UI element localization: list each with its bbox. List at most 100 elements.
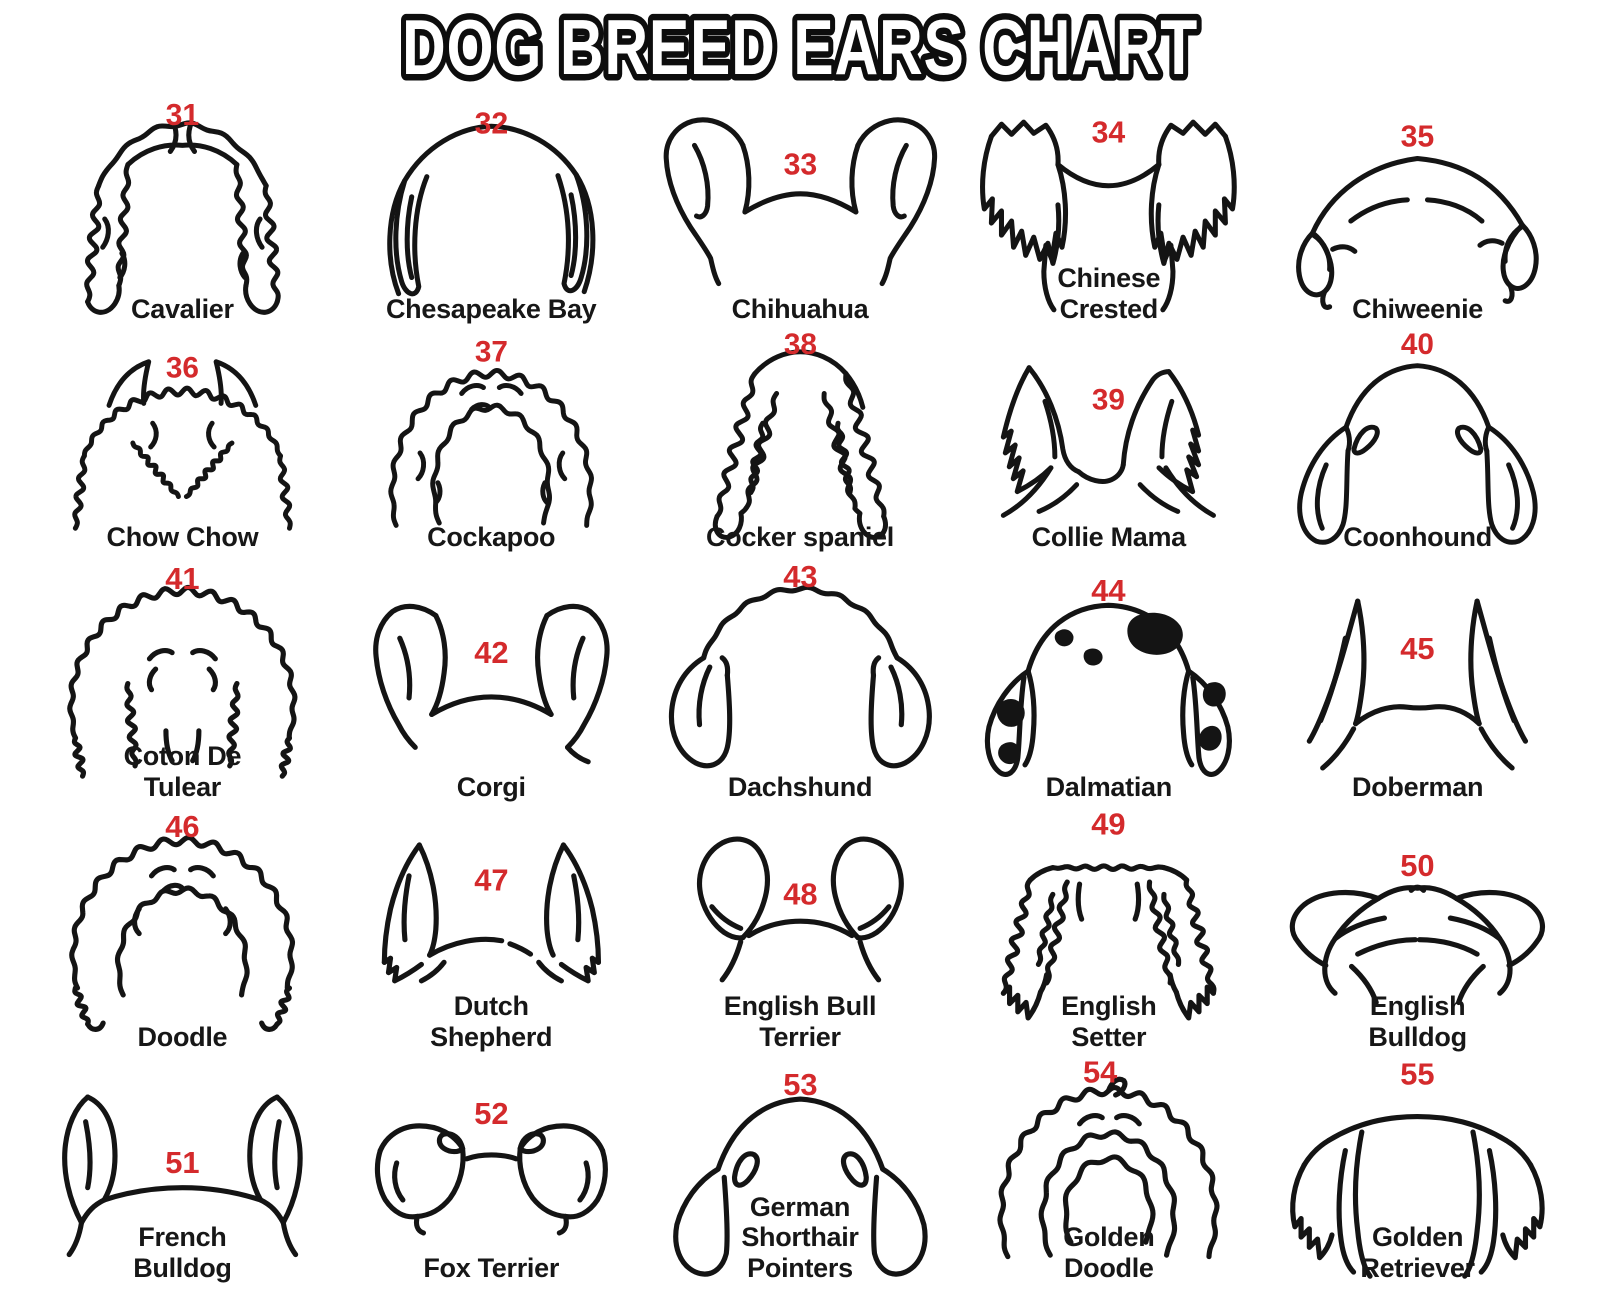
doodle-outline xyxy=(131,906,142,937)
breed-cell-cocker-spaniel: 38 Cocker spaniel xyxy=(646,328,955,560)
coton-de-tulear-outline xyxy=(146,666,159,693)
doodle-outline xyxy=(114,885,250,998)
english-setter-outline xyxy=(1147,879,1174,986)
breed-number: 50 xyxy=(1400,848,1434,883)
english-bulldog-ears-drawing: 50 xyxy=(1289,848,1546,1006)
breed-cell-dachshund: 43 Dachshund xyxy=(646,559,955,810)
chiweenie-outline xyxy=(1425,197,1485,224)
french-bulldog-outline xyxy=(66,1220,85,1258)
chow-chow-outline xyxy=(106,359,152,408)
dutch-shepherd-outline xyxy=(401,873,412,943)
dalmatian-spot xyxy=(1084,648,1103,666)
cockapoo-outline xyxy=(496,383,524,396)
chow-chow-outline xyxy=(206,420,217,450)
english-bulldog-outline xyxy=(1349,963,1379,1006)
breed-name: English Setter xyxy=(1061,991,1157,1052)
cocker-spaniel-outline xyxy=(714,371,757,519)
dalmatian-spot xyxy=(1199,725,1223,751)
english-bull-terrier-outline xyxy=(696,836,770,941)
breed-name: Coton De Tulear xyxy=(123,741,242,802)
dutch-shepherd-outline xyxy=(560,842,601,965)
breed-number: 39 xyxy=(1092,383,1125,416)
doodle-outline xyxy=(223,906,233,937)
fox-terrier-outline xyxy=(377,1123,465,1154)
doodle-outline xyxy=(72,985,91,1027)
breed-number: 52 xyxy=(474,1096,508,1131)
doberman-outline xyxy=(1478,726,1515,771)
dutch-shepherd-outline xyxy=(381,842,422,965)
dalmatian-outline xyxy=(1022,668,1038,768)
coonhound-outline xyxy=(1343,363,1492,430)
doberman-ears-drawing: 45 xyxy=(1306,598,1529,771)
english-setter-outline xyxy=(1161,891,1182,967)
breed-name: Chow Chow xyxy=(106,521,259,552)
golden-retriever-outline xyxy=(1290,1162,1335,1261)
english-bull-terrier-ears-drawing: 48 xyxy=(696,836,904,983)
cockapoo-outline xyxy=(556,450,568,482)
breed-number: 48 xyxy=(783,877,817,912)
breed-cell-german-shorthair-pointers: 53 German Shorthair Pointers xyxy=(646,1060,955,1307)
dachshund-outline xyxy=(719,655,730,678)
doberman-outline xyxy=(1320,726,1357,771)
chow-chow-outline xyxy=(277,453,293,531)
breed-name: Golden Retriever xyxy=(1360,1222,1475,1283)
cavalier-outline xyxy=(115,162,132,289)
dachshund-ears-drawing: 43 xyxy=(668,559,932,769)
english-setter-outline xyxy=(1044,879,1071,986)
fox-terrier-outline xyxy=(556,1213,569,1236)
fox-terrier-outline xyxy=(414,1145,466,1220)
chihuahua-ears-drawing: 33 xyxy=(663,117,937,287)
breed-cell-cockapoo: 37 Cockapoo xyxy=(337,332,646,560)
breed-number: 45 xyxy=(1400,631,1434,666)
corgi-outline xyxy=(428,694,554,717)
coonhound-outline xyxy=(1315,462,1329,531)
cockapoo-outline xyxy=(388,367,594,528)
cavalier-outline xyxy=(84,183,103,305)
coonhound-outline xyxy=(1297,424,1351,545)
chinese-crested-outline xyxy=(1055,162,1162,189)
english-bulldog-outline xyxy=(1417,937,1480,957)
breed-cell-dalmatian: 44 Dalmatian xyxy=(954,560,1263,810)
german-shorthair-pointers-outline xyxy=(870,1166,928,1277)
dalmatian-outline xyxy=(1180,668,1195,768)
cocker-spaniel-outline xyxy=(751,349,865,410)
english-bull-terrier-outline xyxy=(708,904,743,931)
collie-mama-outline xyxy=(1001,465,1054,518)
chesapeake-bay-outline xyxy=(404,194,415,281)
chinese-crested-outline xyxy=(1156,119,1229,168)
breed-cell-english-bull-terrier: 48 English Bull Terrier xyxy=(646,810,955,1060)
breed-cell-golden-doodle: 54 Golden Doodle xyxy=(954,1055,1263,1307)
collie-mama-outline xyxy=(1076,462,1127,484)
breed-cell-golden-retriever: 55 Golden Retriever xyxy=(1263,1057,1572,1307)
cavalier-outline xyxy=(167,122,179,154)
french-bulldog-outline xyxy=(101,1185,264,1203)
dachshund-outline xyxy=(700,584,900,661)
chiweenie-outline xyxy=(1502,224,1525,264)
fox-terrier-outline xyxy=(562,1148,608,1220)
cavalier-outline xyxy=(186,122,198,154)
collie-mama-outline xyxy=(1036,482,1080,514)
dutch-shepherd-outline xyxy=(381,955,424,984)
breed-cell-coonhound: 40 Coonhound xyxy=(1263,328,1572,560)
cockapoo-ears-drawing: 37 xyxy=(388,336,594,528)
cockapoo-outline xyxy=(468,402,492,412)
cocker-spaniel-outline xyxy=(747,420,765,496)
doberman-outline xyxy=(1353,704,1482,727)
collie-mama-ears-drawing: 39 xyxy=(1001,365,1217,518)
golden-retriever-outline xyxy=(1336,1148,1357,1275)
dalmatian-spot xyxy=(1203,682,1227,707)
cavalier-outline xyxy=(100,216,111,250)
doberman-outline xyxy=(1487,635,1517,724)
coonhound-outline xyxy=(1506,462,1521,531)
breed-cell-english-setter: 49 English Setter xyxy=(954,807,1263,1060)
chow-chow-outline xyxy=(213,359,259,408)
breed-name: Golden Doodle xyxy=(1063,1222,1155,1283)
english-setter-outline xyxy=(1001,984,1044,1021)
cockapoo-outline xyxy=(430,402,552,526)
cockapoo-outline xyxy=(458,383,486,396)
german-shorthair-pointers-outline xyxy=(672,1166,730,1277)
chihuahua-outline xyxy=(848,142,861,215)
chihuahua-outline xyxy=(739,142,752,215)
french-bulldog-outline xyxy=(85,1094,118,1203)
doodle-outline xyxy=(148,865,177,879)
